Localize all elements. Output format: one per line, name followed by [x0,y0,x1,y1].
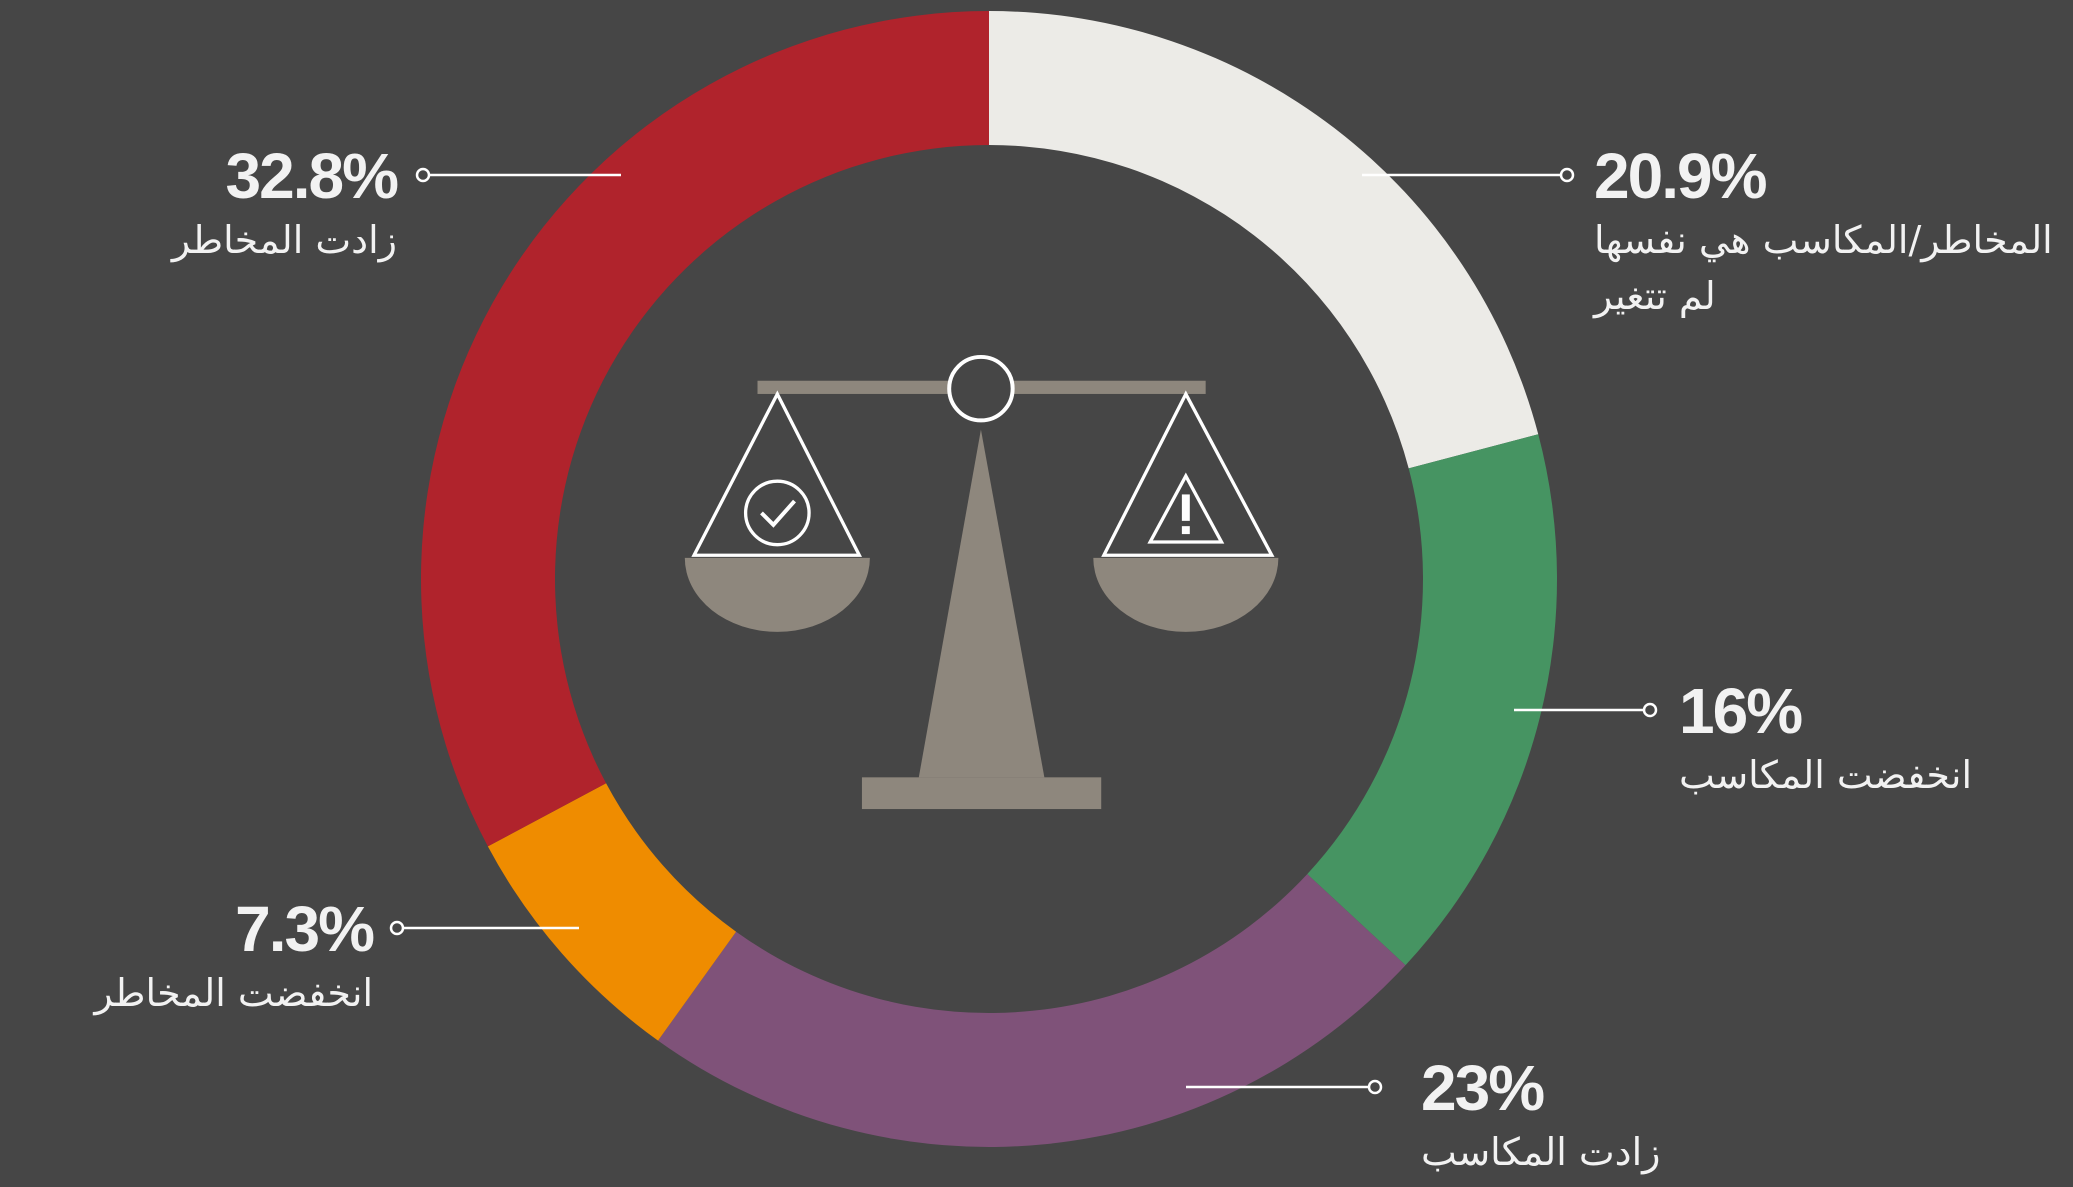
left-pan-strings [691,390,862,557]
category-label: انخفضت المكاسب [1679,753,1973,797]
value-label: 32.8% [225,140,399,212]
scale-base [861,777,1102,810]
scale-icon [684,354,1279,810]
segment-label: 32.8% زادت المخاطر [171,140,399,268]
category-label: المخاطر/المكاسب هي نفسها لم تتغير [1594,218,2053,318]
warning-bar [1181,494,1190,521]
value-label: 16% [1679,675,1803,747]
value-label: 20.9% [1594,140,1767,212]
right-pan-strings [1101,390,1275,557]
leader-dot [1367,1079,1383,1095]
segment-label: 23% زادت المكاسب [1421,1052,1891,1180]
donut-segment [420,11,989,847]
segment-label: 20.9% المخاطر/المكاسب هي نفسها لم تتغير [1594,140,2064,324]
donut-segment [1307,434,1557,966]
left-pan [684,557,870,632]
segment-label: 16% انخفضت المكاسب [1679,675,2073,803]
category-label: انخفضت المخاطر [94,971,373,1015]
check-mark [760,499,797,528]
warning-dot [1181,526,1190,535]
category-label: زادت المكاسب [1421,1130,1661,1174]
donut-segment [989,11,1539,469]
scale-pivot [947,354,1015,423]
leader-dot [415,167,431,183]
warning-icon [1147,472,1225,544]
segment-label: 7.3% انخفضت المخاطر [94,893,375,1021]
leader-dot [389,920,405,936]
category-label: زادت المخاطر [171,218,397,262]
donut-segment [658,874,1406,1147]
donut-segment [487,783,737,1041]
check-icon [743,479,811,547]
leader-dot [1559,167,1575,183]
leader-dot [1642,702,1658,718]
scale-pillar [918,429,1045,778]
value-label: 7.3% [235,893,375,965]
right-pan [1093,557,1279,632]
value-label: 23% [1421,1052,1545,1124]
